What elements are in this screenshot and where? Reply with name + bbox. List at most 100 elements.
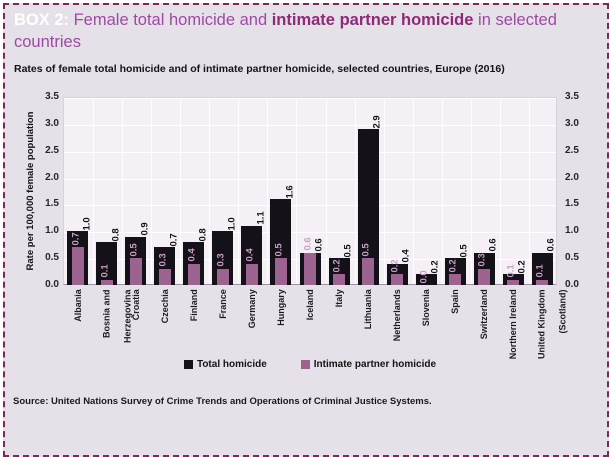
gridline	[64, 151, 556, 153]
bar-total-homicide	[415, 274, 437, 285]
bar-value-label-total: 0.2	[429, 260, 441, 274]
bar-intimate-partner-homicide	[478, 268, 491, 285]
gridline	[64, 124, 556, 126]
bar-value-label-intimate-partner: 0.0	[418, 269, 430, 283]
x-axis-category-label: Spain	[450, 289, 461, 314]
bar-intimate-partner-homicide	[536, 279, 549, 285]
gridline	[296, 98, 298, 284]
bar-intimate-partner-homicide	[507, 279, 520, 285]
title-regular-part1: Female total homicide and	[69, 11, 272, 29]
bar-intimate-partner-homicide	[129, 258, 142, 285]
gridline	[412, 98, 414, 284]
x-axis-category-label: Bosnia and Herzegovina	[101, 289, 133, 343]
y-axis-tick-label: 3.0	[45, 117, 59, 129]
x-axis-category-label: Lithuania	[362, 289, 373, 329]
x-axis-category-label: United Kingdom (Scotland)	[536, 289, 568, 359]
gridline	[238, 98, 240, 284]
y-axis-tick-label: 2.0	[45, 171, 59, 183]
bar-value-label-total: 1.0	[226, 217, 238, 231]
gridline	[151, 98, 153, 284]
bar-value-label-total: 0.6	[313, 238, 325, 252]
bar-value-label-total: 1.1	[255, 211, 267, 225]
box-2-panel: BOX 2: Female total homicide and intimat…	[3, 3, 609, 457]
bar-value-label-total: 0.8	[197, 227, 209, 242]
bar-total-homicide	[357, 129, 379, 285]
bar-value-label-total: 0.5	[458, 243, 470, 258]
bar-value-label-total: 1.6	[284, 184, 296, 199]
bar-value-label-total: 0.4	[400, 249, 412, 263]
legend-label: Intimate partner homicide	[313, 358, 437, 370]
bar-intimate-partner-homicide	[71, 247, 84, 285]
bar-intimate-partner-homicide	[362, 258, 375, 285]
bar-value-label-intimate-partner: 0.6	[302, 237, 314, 251]
y-axis-tick-label: 2.0	[565, 171, 579, 183]
bar-value-label-intimate-partner: 0.3	[215, 253, 227, 267]
x-axis-category-label: Iceland	[304, 289, 315, 321]
x-axis-category-label: Germany	[246, 289, 257, 329]
gridline	[64, 205, 556, 207]
x-axis-category-label: Hungary	[275, 289, 286, 326]
bar-intimate-partner-homicide	[245, 263, 258, 285]
gridline	[93, 98, 95, 284]
box-number-label: BOX 2:	[14, 11, 70, 29]
gridline	[122, 98, 124, 284]
x-axis-category-label: Switzerland	[479, 289, 490, 340]
y-axis-tick-label: 0.5	[565, 252, 579, 264]
bar-total-homicide	[502, 274, 524, 285]
gridline	[441, 98, 443, 284]
bar-intimate-partner-homicide	[187, 263, 200, 285]
gridline	[528, 98, 530, 284]
bar-value-label-intimate-partner: 0.5	[128, 242, 140, 257]
y-axis-tick-label: 0.0	[565, 279, 579, 290]
gridline	[64, 232, 556, 234]
bar-value-label-intimate-partner: 0.4	[186, 248, 198, 262]
gridline	[383, 98, 385, 284]
bar-intimate-partner-homicide	[333, 274, 346, 285]
gridline	[64, 178, 556, 180]
y-axis-tick-label: 1.5	[565, 198, 579, 210]
gridline	[267, 98, 269, 284]
x-axis-category-label: Italy	[333, 289, 344, 308]
x-axis-category-label: Slovenia	[420, 289, 431, 327]
bar-value-label-total: 0.9	[139, 222, 151, 236]
box-title: BOX 2: Female total homicide and intimat…	[14, 9, 599, 53]
legend-label: Total homicide	[196, 358, 267, 370]
chart-legend: Total homicide Intimate partner homicide	[63, 357, 557, 371]
x-axis-category-label: Albania	[72, 289, 83, 322]
bar-intimate-partner-homicide	[391, 274, 404, 285]
gridline	[325, 98, 327, 284]
bar-value-label-total: 0.2	[516, 260, 528, 274]
x-axis-category-label: Netherlands	[391, 289, 402, 342]
gridline	[64, 98, 556, 99]
y-axis-tick-label: 1.0	[45, 225, 59, 237]
bar-value-label-intimate-partner: 0.1	[99, 264, 111, 278]
y-axis-tick-label: 0.5	[45, 252, 59, 264]
bar-value-label-total: 0.6	[487, 238, 499, 252]
bar-value-label-intimate-partner: 0.7	[70, 232, 82, 246]
bar-value-label-intimate-partner: 0.3	[476, 253, 488, 267]
bar-value-label-total: 0.7	[168, 233, 180, 247]
y-axis-tick-label: 0.0	[45, 279, 59, 290]
bar-intimate-partner-homicide	[100, 279, 113, 285]
y-axis-tick-label: 3.5	[565, 91, 579, 102]
bar-intimate-partner-homicide	[304, 252, 316, 285]
gridline	[470, 98, 472, 284]
chart-subtitle: Rates of female total homicide and of in…	[14, 63, 505, 75]
x-axis-category-label: France	[217, 289, 228, 319]
bar-value-label-intimate-partner: 0.4	[244, 248, 256, 262]
bar-value-label-intimate-partner: 0.2	[331, 259, 343, 273]
bar-value-label-intimate-partner: 0.2	[447, 259, 459, 273]
bar-value-label-intimate-partner: 0.5	[360, 242, 372, 257]
bar-value-label-intimate-partner: 0.3	[157, 253, 169, 267]
bar-value-label-total: 0.5	[342, 243, 354, 258]
x-axis-category-label: Northern Ireland	[508, 289, 519, 360]
y-axis-tick-label: 1.0	[565, 225, 579, 237]
legend-swatch-icon	[183, 359, 193, 369]
y-axis-tick-label: 3.5	[45, 91, 59, 102]
bar-intimate-partner-homicide	[449, 274, 462, 285]
x-axis-category-label: Czechia	[159, 289, 170, 324]
title-line2: countries	[14, 33, 81, 51]
bar-total-homicide	[531, 252, 553, 285]
bar-intimate-partner-homicide	[158, 268, 171, 285]
y-axis-tick-label: 2.5	[565, 144, 579, 156]
